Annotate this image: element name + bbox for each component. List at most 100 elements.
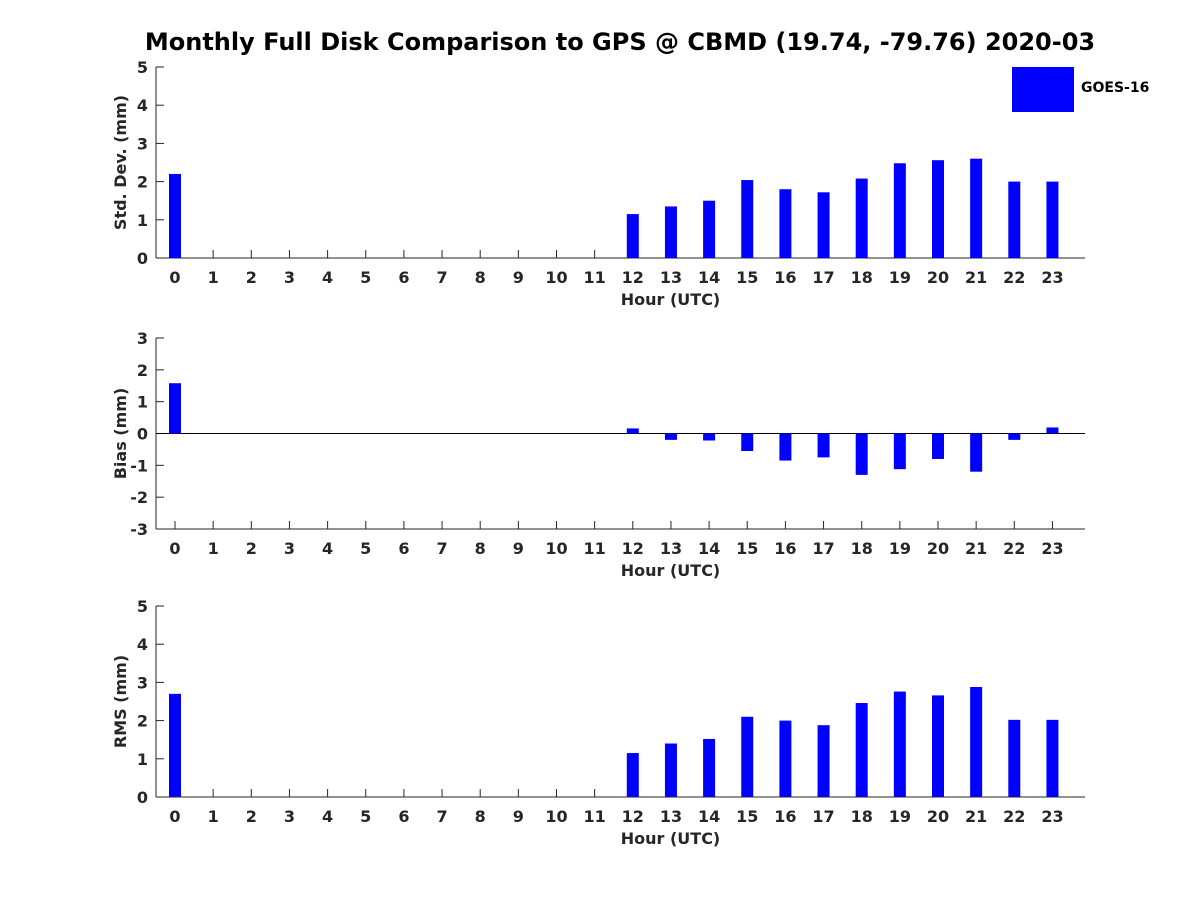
rms-x-tick-label: 21 bbox=[965, 807, 987, 826]
bias-bar bbox=[664, 433, 677, 440]
bias-x-tick-label: 5 bbox=[360, 539, 371, 558]
std-dev-bar bbox=[1046, 181, 1059, 258]
rms-y-label: RMS (mm) bbox=[111, 655, 130, 748]
std-dev-bar bbox=[779, 189, 792, 258]
std-dev-bar bbox=[817, 192, 830, 258]
std-dev-x-tick-label: 14 bbox=[698, 268, 720, 287]
std-dev-x-tick-label: 9 bbox=[513, 268, 524, 287]
rms-x-tick-label: 16 bbox=[774, 807, 796, 826]
bias-x-tick-label: 20 bbox=[927, 539, 949, 558]
std-dev-y-tick-label: 1 bbox=[137, 211, 148, 230]
bias-x-tick-label: 12 bbox=[622, 539, 644, 558]
rms-x-tick-label: 11 bbox=[584, 807, 606, 826]
rms-x-label: Hour (UTC) bbox=[621, 829, 721, 848]
bias-x-tick-label: 9 bbox=[513, 539, 524, 558]
bias-x-tick-label: 7 bbox=[436, 539, 447, 558]
std-dev-bar bbox=[932, 160, 944, 258]
rms-x-tick-label: 17 bbox=[812, 807, 834, 826]
std-dev-bar bbox=[664, 206, 677, 258]
bias-x-tick-label: 18 bbox=[851, 539, 873, 558]
std-dev-x-tick-label: 6 bbox=[398, 268, 409, 287]
rms-x-tick-label: 19 bbox=[889, 807, 911, 826]
std-dev-x-tick-label: 22 bbox=[1003, 268, 1025, 287]
std-dev-bar bbox=[703, 200, 716, 258]
rms-bar bbox=[970, 686, 983, 797]
rms-x-tick-label: 3 bbox=[284, 807, 295, 826]
bias-y-tick-label: 0 bbox=[137, 425, 148, 444]
std-dev-x-tick-label: 23 bbox=[1041, 268, 1063, 287]
bias-bar bbox=[817, 433, 830, 458]
std-dev-x-tick-label: 11 bbox=[584, 268, 606, 287]
rms-x-tick-label: 7 bbox=[436, 807, 447, 826]
rms-bar bbox=[1008, 719, 1021, 797]
std-dev-x-tick-label: 2 bbox=[246, 268, 257, 287]
std-dev-x-tick-label: 12 bbox=[622, 268, 644, 287]
rms-x-tick-label: 5 bbox=[360, 807, 371, 826]
bias-x-tick-label: 22 bbox=[1003, 539, 1025, 558]
std-dev-x-tick-label: 10 bbox=[545, 268, 567, 287]
bias-bar bbox=[703, 433, 716, 441]
bias-x-tick-label: 2 bbox=[246, 539, 257, 558]
rms-bar bbox=[626, 753, 639, 797]
std-dev-bar bbox=[893, 163, 906, 258]
bias-bar bbox=[1008, 433, 1021, 440]
bias-y-tick-label: 2 bbox=[137, 361, 148, 380]
std-dev-bar bbox=[626, 214, 639, 258]
std-dev-x-tick-label: 15 bbox=[736, 268, 758, 287]
legend: GOES-16 bbox=[1012, 66, 1162, 114]
rms-x-tick-label: 10 bbox=[545, 807, 567, 826]
std-dev-bar bbox=[855, 178, 868, 258]
bias-x-tick-label: 13 bbox=[660, 539, 682, 558]
bias-x-tick-label: 19 bbox=[889, 539, 911, 558]
std-dev-x-tick-label: 21 bbox=[965, 268, 987, 287]
rms-x-tick-label: 8 bbox=[475, 807, 486, 826]
rms-x-tick-label: 20 bbox=[927, 807, 949, 826]
rms-bar bbox=[664, 743, 677, 797]
chart-title: Monthly Full Disk Comparison to GPS @ CB… bbox=[144, 28, 1096, 56]
std-dev-x-tick-label: 16 bbox=[774, 268, 796, 287]
std-dev-bar bbox=[169, 173, 181, 258]
rms-y-tick-label: 2 bbox=[137, 712, 148, 731]
bias-y-tick-label: 1 bbox=[137, 393, 148, 412]
rms-bar bbox=[893, 691, 906, 797]
bias-y-tick-label: -2 bbox=[130, 488, 148, 507]
rms-x-tick-label: 1 bbox=[208, 807, 219, 826]
bias-x-tick-label: 4 bbox=[322, 539, 333, 558]
bias-x-tick-label: 14 bbox=[698, 539, 720, 558]
rms-x-tick-label: 4 bbox=[322, 807, 333, 826]
rms-bar bbox=[169, 693, 181, 797]
bias-x-tick-label: 1 bbox=[208, 539, 219, 558]
std-dev-y-label: Std. Dev. (mm) bbox=[111, 95, 130, 230]
bias-x-tick-label: 17 bbox=[812, 539, 834, 558]
std-dev-y-tick-label: 5 bbox=[137, 58, 148, 77]
bias-y-tick-label: -3 bbox=[130, 520, 148, 539]
rms-y-tick-label: 1 bbox=[137, 750, 148, 769]
bias-x-tick-label: 21 bbox=[965, 539, 987, 558]
bias-x-tick-label: 11 bbox=[584, 539, 606, 558]
std-dev-x-tick-label: 20 bbox=[927, 268, 949, 287]
rms-x-tick-label: 18 bbox=[851, 807, 873, 826]
std-dev-x-tick-label: 5 bbox=[360, 268, 371, 287]
bias-bar bbox=[893, 433, 906, 470]
std-dev-x-tick-label: 7 bbox=[436, 268, 447, 287]
bias-y-tick-label: 3 bbox=[137, 329, 148, 348]
std-dev-x-tick-label: 3 bbox=[284, 268, 295, 287]
rms-x-tick-label: 0 bbox=[169, 807, 180, 826]
rms-x-tick-label: 14 bbox=[698, 807, 720, 826]
bias-x-tick-label: 8 bbox=[475, 539, 486, 558]
bias-bar bbox=[855, 433, 868, 475]
bias-y-label: Bias (mm) bbox=[111, 388, 130, 480]
std-dev-y-tick-label: 3 bbox=[137, 134, 148, 153]
bias-x-tick-label: 10 bbox=[545, 539, 567, 558]
rms-bar bbox=[779, 720, 792, 797]
std-dev-y-tick-label: 0 bbox=[137, 249, 148, 268]
rms-bar bbox=[932, 695, 944, 797]
std-dev-x-tick-label: 0 bbox=[169, 268, 180, 287]
rms-x-tick-label: 15 bbox=[736, 807, 758, 826]
rms-y-tick-label: 4 bbox=[137, 635, 148, 654]
bias-x-label: Hour (UTC) bbox=[621, 561, 721, 580]
bias-x-tick-label: 6 bbox=[398, 539, 409, 558]
bias-x-tick-label: 3 bbox=[284, 539, 295, 558]
bias-bar bbox=[779, 433, 792, 461]
bias-x-tick-label: 23 bbox=[1041, 539, 1063, 558]
